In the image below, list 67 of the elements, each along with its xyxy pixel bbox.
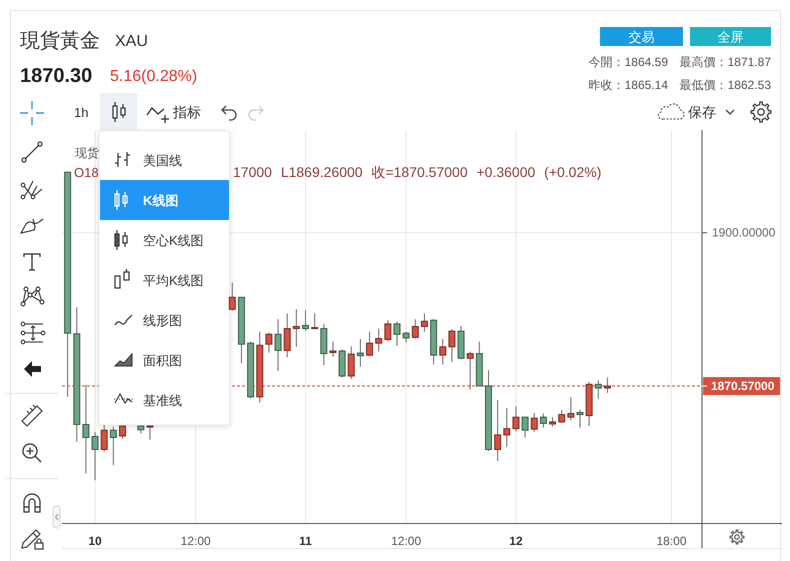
text: 最高價：1871.87 xyxy=(680,55,772,69)
candlestick xyxy=(302,310,309,332)
candlestick xyxy=(522,416,529,438)
candlestick xyxy=(576,409,584,428)
candlestick xyxy=(512,406,520,432)
annotation: 平均K线图 xyxy=(143,272,204,288)
candlestick xyxy=(100,424,108,452)
candlestick xyxy=(311,312,318,330)
chart-subtitle: XAU xyxy=(115,32,148,50)
annotation: 线形图 xyxy=(143,312,182,328)
candlestick xyxy=(329,341,336,358)
candlestick xyxy=(567,396,574,421)
annotation: K线图 xyxy=(143,192,178,208)
candlestick xyxy=(503,407,510,448)
candlestick xyxy=(92,431,99,481)
x-tick-label: 12:00 xyxy=(180,534,212,548)
candlestick xyxy=(530,412,538,432)
y-tick-label: 1870.57000 xyxy=(711,379,775,394)
candlestick xyxy=(292,308,300,348)
x-tick-label: 18:00 xyxy=(656,534,687,548)
x-tick-label: 10 xyxy=(88,534,102,548)
text: 交易 xyxy=(628,29,654,44)
x-tick-label: 12:00 xyxy=(391,534,422,548)
text: 最低價：1862.53 xyxy=(680,78,772,92)
candlestick xyxy=(594,380,602,400)
text: 指标 xyxy=(172,104,201,120)
candlestick xyxy=(146,426,154,440)
text: 5.16(0.28%) xyxy=(110,68,198,84)
annotation: 面积图 xyxy=(143,352,182,368)
candlestick xyxy=(284,312,291,358)
x-tick-label: 12 xyxy=(509,534,523,548)
text: 昨收：1865.14 xyxy=(588,78,668,92)
candlestick xyxy=(119,426,126,440)
annotation: 基准线 xyxy=(143,392,182,408)
candlestick xyxy=(356,338,364,368)
annotation: O18 xyxy=(74,164,99,180)
chart-title: 現貨黃金 xyxy=(20,30,100,52)
candlestick xyxy=(82,384,90,474)
candlestick xyxy=(110,426,117,466)
candlestick xyxy=(375,328,382,352)
candlestick xyxy=(540,413,547,428)
candlestick xyxy=(549,416,556,428)
annotation: 空心K线图 xyxy=(143,232,204,248)
candlestick xyxy=(366,331,374,357)
candlestick xyxy=(274,318,282,372)
candlestick xyxy=(412,318,419,339)
text: 全屏 xyxy=(718,29,744,44)
y-tick-label: 1900.00000 xyxy=(712,226,776,240)
candlestick xyxy=(228,282,236,312)
text: 1h xyxy=(74,104,88,120)
candlestick xyxy=(384,320,392,342)
x-tick-label: 11 xyxy=(299,534,312,548)
candlestick xyxy=(348,346,355,380)
candlestick xyxy=(420,312,428,332)
candlestick xyxy=(265,332,272,354)
annotation: 美国线 xyxy=(143,152,182,168)
candlestick xyxy=(448,328,456,362)
annotation: 17000 L1869.26000 收=1870.57000 +0.36000 (+0.02%) xyxy=(233,164,602,180)
annotation: 现货 xyxy=(75,146,99,160)
text: 保存 xyxy=(688,104,716,120)
candlestick xyxy=(494,399,502,462)
candlestick xyxy=(439,338,446,366)
candlestick xyxy=(402,331,410,344)
candlestick xyxy=(558,409,566,424)
candlestick xyxy=(394,321,400,346)
text: 1870.30 xyxy=(20,65,92,87)
text: 今開：1864.59 xyxy=(588,55,668,69)
